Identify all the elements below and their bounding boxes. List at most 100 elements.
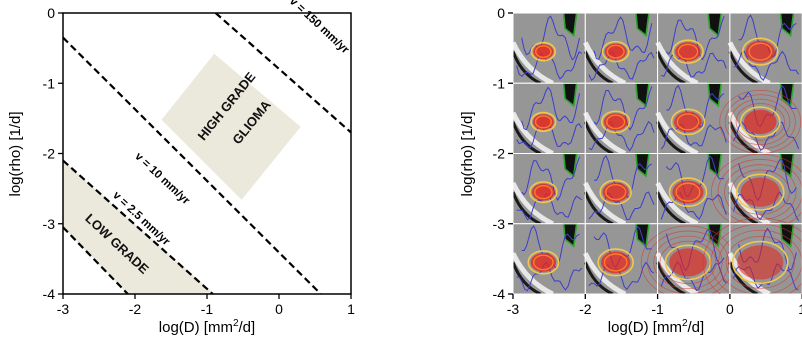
white-matter-contour: [588, 51, 655, 82]
skull-band: [727, 41, 771, 86]
tumor-infiltration-contour: [730, 98, 791, 146]
skull-dark-band: [656, 121, 686, 155]
tumor-infiltration-contour: [659, 240, 717, 285]
tumor-contour-inner: [676, 113, 700, 131]
image-tile: [513, 222, 586, 294]
tumor-contour-inner: [675, 182, 701, 202]
right-y-axis-label: log(rho) [1/d]: [459, 111, 476, 196]
image-tile: [655, 82, 731, 156]
skull-band: [655, 111, 699, 156]
left-y-axis-label: log(rho) [1/d]: [7, 111, 24, 196]
tile-border: [729, 223, 802, 294]
series-line-2: [63, 159, 214, 294]
left-y-tick-label: 0: [47, 5, 55, 21]
tumor-core: [737, 245, 784, 280]
skull-dark-band: [513, 191, 542, 226]
image-tile: [583, 82, 659, 156]
skull-dark-band: [656, 51, 686, 85]
skull-band: [655, 41, 699, 86]
skull-band: [513, 41, 554, 86]
right-x-tick-label: -1: [651, 301, 664, 317]
tumor-contour-inner: [606, 44, 625, 59]
right-x-tick-label: 0: [726, 301, 734, 317]
white-matter-contour: [733, 120, 800, 152]
tumor-contour-inner: [606, 114, 626, 130]
image-tile: [583, 13, 659, 86]
left-x-tick-label: 1: [347, 301, 355, 317]
tumor-contour-outer: [668, 177, 708, 207]
image-grid: [513, 13, 802, 294]
tumor-core: [600, 251, 631, 274]
white-matter-contour: [660, 123, 727, 150]
tumor-contour-inner: [603, 253, 628, 272]
white-matter-contour: [665, 16, 725, 61]
white-matter-contour: [588, 261, 655, 291]
left-regions: [63, 53, 301, 294]
tumor-contour-outer: [597, 248, 634, 277]
left-x-tick-label: -1: [201, 301, 214, 317]
tumor-contour-inner: [605, 183, 627, 201]
ventricle: [707, 13, 723, 38]
skull-dark-band: [656, 191, 686, 226]
white-matter-contour: [593, 16, 653, 61]
skull-band: [513, 252, 554, 294]
white-matter-contour: [733, 50, 800, 82]
tumor-core: [674, 111, 702, 133]
skull-band: [655, 252, 699, 294]
tumor-core: [743, 109, 777, 135]
tumor-contour-inner: [535, 45, 552, 59]
skull-band: [583, 181, 627, 227]
tumor-contour-outer: [672, 39, 704, 64]
right-y-tick-label: 0: [497, 5, 505, 21]
tumor-infiltration-contour: [718, 229, 802, 294]
skull-dark-band: [656, 261, 686, 294]
tumor-contour-outer: [741, 37, 779, 66]
right-x-tick-label: -2: [579, 301, 592, 317]
skull-band: [727, 252, 771, 294]
left-y-tick-label: -1: [43, 75, 56, 91]
image-tile: [727, 13, 802, 86]
right-y-tick-label: -4: [493, 286, 506, 302]
tumor-core: [740, 177, 781, 207]
series-line-1: [63, 36, 322, 294]
ventricle: [635, 13, 650, 38]
image-tile: [583, 152, 659, 227]
tumor-infiltration-contour: [730, 169, 790, 215]
tumor-infiltration-contour: [702, 217, 802, 294]
white-matter-contour: [588, 191, 655, 221]
tumor-contour-inner: [533, 254, 554, 271]
tumor-contour-outer: [600, 110, 631, 134]
region-high-grade: [161, 53, 301, 200]
tumor-contour-inner: [677, 43, 699, 60]
skull-band: [513, 111, 554, 156]
skull-band: [655, 181, 699, 227]
white-matter-contour: [661, 52, 727, 78]
image-tile: [702, 217, 802, 294]
tumor-core: [669, 248, 707, 277]
white-matter-contour: [660, 191, 727, 220]
image-tile: [513, 82, 586, 156]
series-line-0: [214, 13, 351, 134]
skull-dark-band: [513, 261, 542, 294]
skull-band: [513, 181, 554, 227]
tumor-contour-outer: [599, 179, 632, 205]
tumor-contour-inner: [748, 42, 773, 61]
right-x-tick-label: -3: [507, 301, 520, 317]
skull-dark-band: [513, 51, 542, 85]
skull-dark-band: [583, 121, 614, 155]
white-matter-contour: [521, 156, 580, 201]
left-y-tick-label: -2: [43, 146, 56, 162]
tumor-contour-outer: [529, 181, 558, 204]
image-tile: [711, 152, 802, 231]
left-ticks: -3 -2 -1 0 10-1-2-3-4: [43, 5, 356, 317]
tumor-contour-outer: [530, 41, 557, 62]
tumor-contour-outer: [735, 173, 785, 211]
image-tile: [719, 82, 802, 156]
tumor-contour-outer: [527, 250, 560, 275]
tumor-infiltration-contour: [724, 94, 796, 150]
right-x-tick-label: 1: [798, 301, 802, 317]
right-y-tick-label: -1: [493, 75, 506, 91]
skull-dark-band: [728, 121, 759, 155]
